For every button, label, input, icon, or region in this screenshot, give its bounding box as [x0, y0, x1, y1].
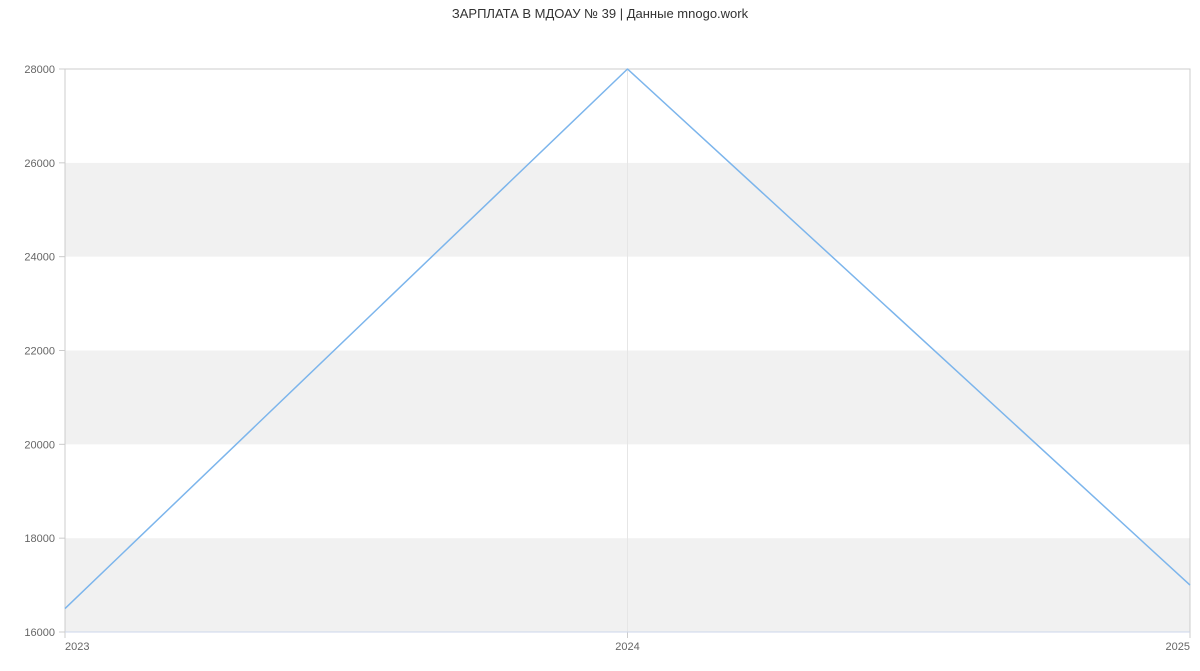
chart-title: ЗАРПЛАТА В МДОАУ № 39 | Данные mnogo.wor…: [0, 0, 1200, 21]
x-tick-label: 2023: [65, 641, 89, 653]
y-tick-label: 16000: [24, 627, 55, 639]
line-chart: 16000 18000 20000 22000 24000 26000 28000 2023 2…: [0, 21, 1200, 671]
x-tick-label: 2025: [1166, 641, 1190, 653]
y-tick-label: 20000: [24, 439, 55, 451]
y-tick-label: 22000: [24, 346, 55, 358]
y-tick-label: 26000: [24, 158, 55, 170]
x-tick-label: 2024: [615, 641, 639, 653]
y-tick-label: 28000: [24, 64, 55, 76]
y-tick-label: 24000: [24, 252, 55, 264]
y-tick-label: 18000: [24, 533, 55, 545]
chart-container: ЗАРПЛАТА В МДОАУ № 39 | Данные mnogo.wor…: [0, 0, 1200, 650]
